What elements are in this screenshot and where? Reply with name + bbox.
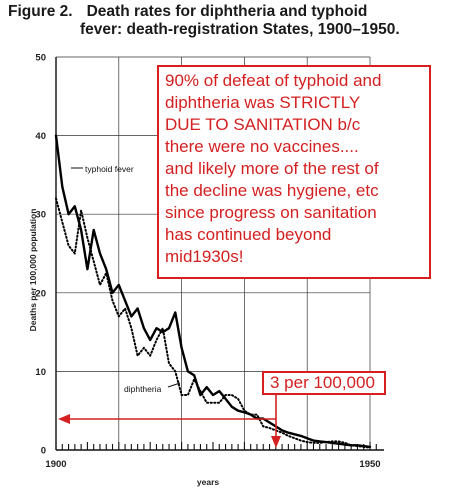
annotation-note-box: 90% of defeat of typhoid and diphtheria … — [157, 65, 431, 279]
typhoid-line — [54, 134, 372, 449]
note-line: since progress on sanitation — [165, 203, 377, 222]
note-line: DUE TO SANITATION b/c — [165, 115, 361, 134]
diphtheria-series-label: diphtheria — [124, 384, 162, 394]
y-tick-label: 0 — [41, 446, 46, 457]
note-line: 90% of defeat of typhoid and — [165, 71, 382, 90]
y-axis-label: Deaths per 100,000 population — [28, 209, 38, 332]
note-line: mid1930s! — [165, 247, 244, 266]
y-tick-label: 30 — [35, 210, 46, 221]
typhoid-series-label: typhoid fever — [85, 164, 134, 174]
y-tick-labels: 0 10 20 30 40 50 — [35, 53, 46, 457]
figure-title: Figure 2. Death rates for diphtheria and … — [8, 3, 448, 39]
diphtheria-label-leader — [167, 382, 181, 388]
red-arrow-annotation — [58, 395, 281, 448]
y-tick-label: 20 — [35, 288, 46, 299]
figure-number: Figure 2. — [8, 3, 73, 20]
diphtheria-line — [55, 197, 371, 449]
chart-series — [54, 134, 372, 449]
x-tick-label: 1950 — [359, 459, 380, 470]
note-line: there were no vaccines.... — [165, 137, 359, 156]
y-tick-label: 10 — [35, 367, 46, 378]
figure-title-line-2: fever: death-registration States, 1900–1… — [80, 21, 400, 38]
note-line: diphtheria was STRICTLY — [165, 93, 361, 112]
y-tick-label: 50 — [35, 53, 46, 64]
note-line: and likely more of the rest of — [165, 159, 379, 178]
y-tick-label: 40 — [35, 131, 46, 142]
down-arrowhead — [271, 436, 281, 448]
rate-marker-box: 3 per 100,000 — [262, 371, 386, 395]
note-line: has continued beyond — [165, 225, 332, 244]
left-arrowhead — [58, 414, 70, 424]
x-axis-label: years — [197, 477, 219, 487]
x-tick-label: 1900 — [45, 459, 66, 470]
figure-title-line-1: Death rates for diphtheria and typhoid — [86, 3, 368, 20]
note-line: the decline was hygiene, etc — [165, 181, 379, 200]
x-tick-labels: 1900 1950 — [45, 459, 380, 470]
